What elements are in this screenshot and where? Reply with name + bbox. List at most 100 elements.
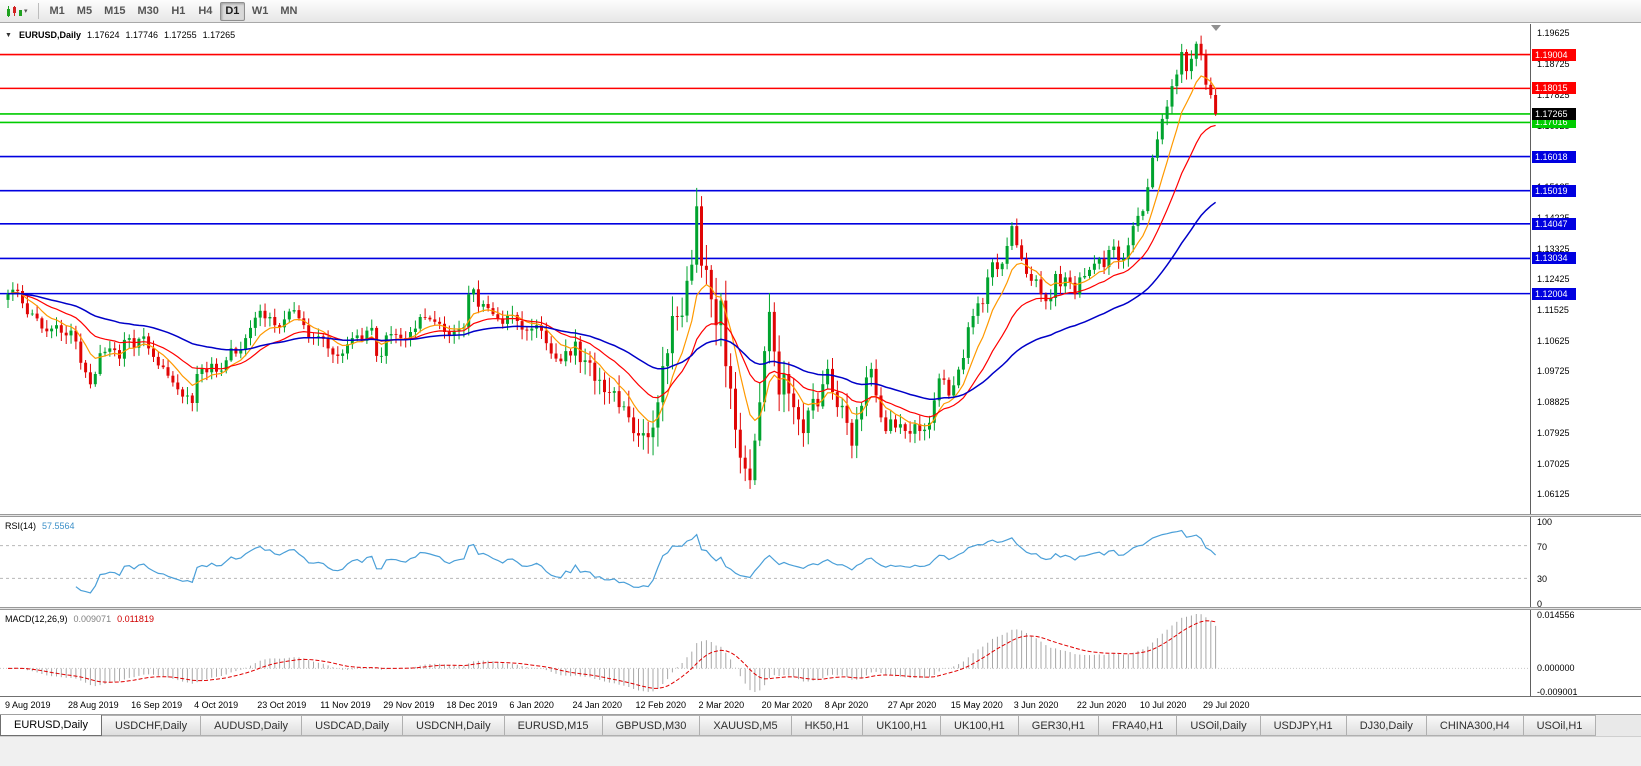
macd-label: MACD(12,26,9) 0.009071 0.011819 — [5, 614, 154, 624]
pane-splitter[interactable] — [0, 514, 1641, 517]
macd-indicator-pane[interactable] — [0, 610, 1530, 696]
price-axis-label: 1.11525 — [1537, 304, 1569, 315]
time-axis-label: 18 Dec 2019 — [446, 700, 498, 710]
time-axis-label: 24 Jan 2020 — [572, 700, 622, 710]
time-axis-label: 8 Apr 2020 — [824, 700, 869, 710]
rsi-scale-label: 0 — [1537, 599, 1543, 609]
chart-tab[interactable]: GBPUSD,M30 — [602, 715, 701, 736]
price-line-badge: 1.13034 — [1532, 252, 1576, 265]
chart-tabs-bar: EURUSD,Daily USDCHF,Daily AUDUSD,Daily USDC… — [0, 714, 1641, 736]
price-line-badge: 1.12004 — [1532, 287, 1576, 300]
rsi-name: RSI(14) — [5, 521, 37, 531]
chart-tab[interactable]: FRA40,H1 — [1098, 715, 1178, 736]
ohlc-low-value: 1.17255 — [164, 30, 197, 40]
rsi-value: 57.5564 — [42, 521, 75, 531]
price-axis-label: 1.18725 — [1537, 59, 1570, 70]
timeframe-button-h1[interactable]: H1 — [166, 2, 191, 21]
timeframe-toolbar: ▾ M1 M5 M15 M30 H1 H4 D1 W1 MN — [0, 0, 1641, 23]
time-axis-label: 29 Jul 2020 — [1202, 700, 1250, 710]
rsi-scale-label: 100 — [1537, 517, 1553, 527]
time-axis-label: 22 Jun 2020 — [1076, 700, 1127, 710]
chevron-down-icon[interactable]: ▼ — [5, 31, 12, 39]
price-line-badge: 1.18015 — [1532, 82, 1576, 95]
price-axis-label: 1.19625 — [1537, 28, 1570, 39]
macd-histogram — [12, 614, 1217, 692]
chart-tab[interactable]: USDCAD,Daily — [302, 715, 404, 736]
price-line-badge: 1.19004 — [1532, 48, 1576, 61]
chart-tab[interactable]: DJ30,Daily — [1346, 715, 1427, 736]
ma-line-50 — [7, 201, 1217, 401]
ma-line-8 — [7, 75, 1217, 427]
time-axis-label: 15 May 2020 — [950, 700, 1003, 710]
time-axis-label: 3 Jun 2020 — [1013, 700, 1059, 710]
ohlc-high-value: 1.17746 — [125, 30, 159, 40]
chart-tab[interactable]: UK100,H1 — [863, 715, 942, 736]
price-line-badge: 1.16018 — [1532, 150, 1576, 163]
timeframe-button-m30[interactable]: M30 — [132, 2, 163, 21]
chart-tab[interactable]: XAUUSD,M5 — [700, 715, 792, 736]
price-axis-label: 1.14225 — [1537, 213, 1570, 223]
time-axis-label: 11 Nov 2019 — [320, 700, 371, 710]
price-axis-label: 1.17825 — [1537, 89, 1570, 100]
chart-tab[interactable]: CHINA300,H4 — [1426, 715, 1524, 736]
timeframe-button-w1[interactable]: W1 — [247, 2, 274, 21]
time-axis-label: 12 Feb 2020 — [635, 700, 687, 710]
pane-splitter[interactable] — [0, 607, 1641, 610]
price-axis-label: 1.13325 — [1537, 243, 1570, 254]
price-axis-label: 1.09725 — [1537, 366, 1570, 377]
rsi-label: RSI(14) 57.5564 — [5, 521, 75, 531]
price-axis-label: 1.12425 — [1537, 274, 1570, 285]
time-axis-label: 2 Mar 2020 — [698, 700, 745, 710]
time-axis[interactable]: 9 Aug 2019 28 Aug 2019 16 Sep 2019 4 Oct 20… — [0, 696, 1641, 714]
price-axis[interactable]: 1.196251.187251.178251.169251.160251.151… — [1531, 24, 1641, 697]
chart-tab[interactable]: AUDUSD,Daily — [201, 715, 303, 736]
price-line-badge: 1.15019 — [1532, 184, 1576, 197]
time-axis-label: 6 Jan 2020 — [509, 700, 554, 710]
chart-tab[interactable]: USDJPY,H1 — [1260, 715, 1347, 736]
timeframe-button-m5[interactable]: M5 — [72, 2, 97, 21]
price-line-badge: 1.14047 — [1532, 217, 1576, 230]
chart-tab[interactable]: GER30,H1 — [1018, 715, 1099, 736]
chart-tab[interactable]: USDCHF,Daily — [101, 715, 202, 736]
chart-tab[interactable]: USDCNH,Daily — [403, 715, 505, 736]
macd-main-value: 0.009071 — [73, 614, 112, 624]
rsi-indicator-pane[interactable] — [0, 517, 1530, 607]
macd-signal-line — [7, 620, 1216, 689]
time-axis-label: 28 Aug 2019 — [68, 700, 119, 710]
price-axis-label: 1.08825 — [1537, 397, 1570, 408]
time-axis-label: 27 Apr 2020 — [887, 700, 937, 710]
price-axis-label: 1.06125 — [1537, 489, 1570, 500]
chart-title: ▼ EURUSD,Daily 1.17624 1.17746 1.17255 1… — [5, 30, 235, 40]
timeframe-button-m1[interactable]: M1 — [45, 2, 70, 21]
timeframe-button-h4[interactable]: H4 — [193, 2, 218, 21]
ohlc-close-value: 1.17265 — [202, 30, 236, 40]
main-price-chart[interactable] — [0, 24, 1530, 514]
chart-tab[interactable]: HK50,H1 — [791, 715, 864, 736]
rsi-scale-label: 30 — [1537, 574, 1548, 585]
timeframe-button-mn[interactable]: MN — [275, 2, 302, 21]
chart-tab[interactable]: USOil,Daily — [1177, 715, 1261, 736]
timeframe-button-m15[interactable]: M15 — [99, 2, 130, 21]
chart-tab[interactable]: USOil,H1 — [1523, 715, 1597, 736]
chart-tab[interactable]: EURUSD,Daily — [0, 715, 102, 736]
macd-name: MACD(12,26,9) — [5, 614, 68, 624]
timeframe-button-d1[interactable]: D1 — [219, 1, 245, 21]
time-axis-label: 23 Oct 2019 — [257, 700, 307, 710]
chart-shift-marker-icon[interactable] — [1211, 25, 1221, 31]
time-axis-label: 20 Mar 2020 — [761, 700, 813, 710]
time-axis-label: 10 Jul 2020 — [1139, 700, 1187, 710]
macd-signal-value: 0.011819 — [117, 614, 154, 624]
chart-tab[interactable]: UK100,H1 — [941, 715, 1019, 736]
price-axis-border — [1530, 24, 1531, 696]
time-axis-label: 9 Aug 2019 — [5, 700, 51, 710]
ohlc-open-value: 1.17624 — [86, 30, 120, 40]
macd-scale-label: 0.014556 — [1537, 610, 1575, 620]
chart-tab[interactable]: EURUSD,M15 — [504, 715, 603, 736]
symbol-period-label: EURUSD,Daily — [18, 30, 81, 40]
time-axis-label: 4 Oct 2019 — [194, 700, 239, 710]
macd-scale-label: -0.009001 — [1537, 687, 1578, 697]
chart-type-button[interactable]: ▾ — [3, 4, 31, 19]
horizontal-lines-layer — [0, 53, 1530, 295]
timeframe-buttons-group: M1 M5 M15 M30 H1 H4 D1 W1 MN — [44, 1, 304, 21]
